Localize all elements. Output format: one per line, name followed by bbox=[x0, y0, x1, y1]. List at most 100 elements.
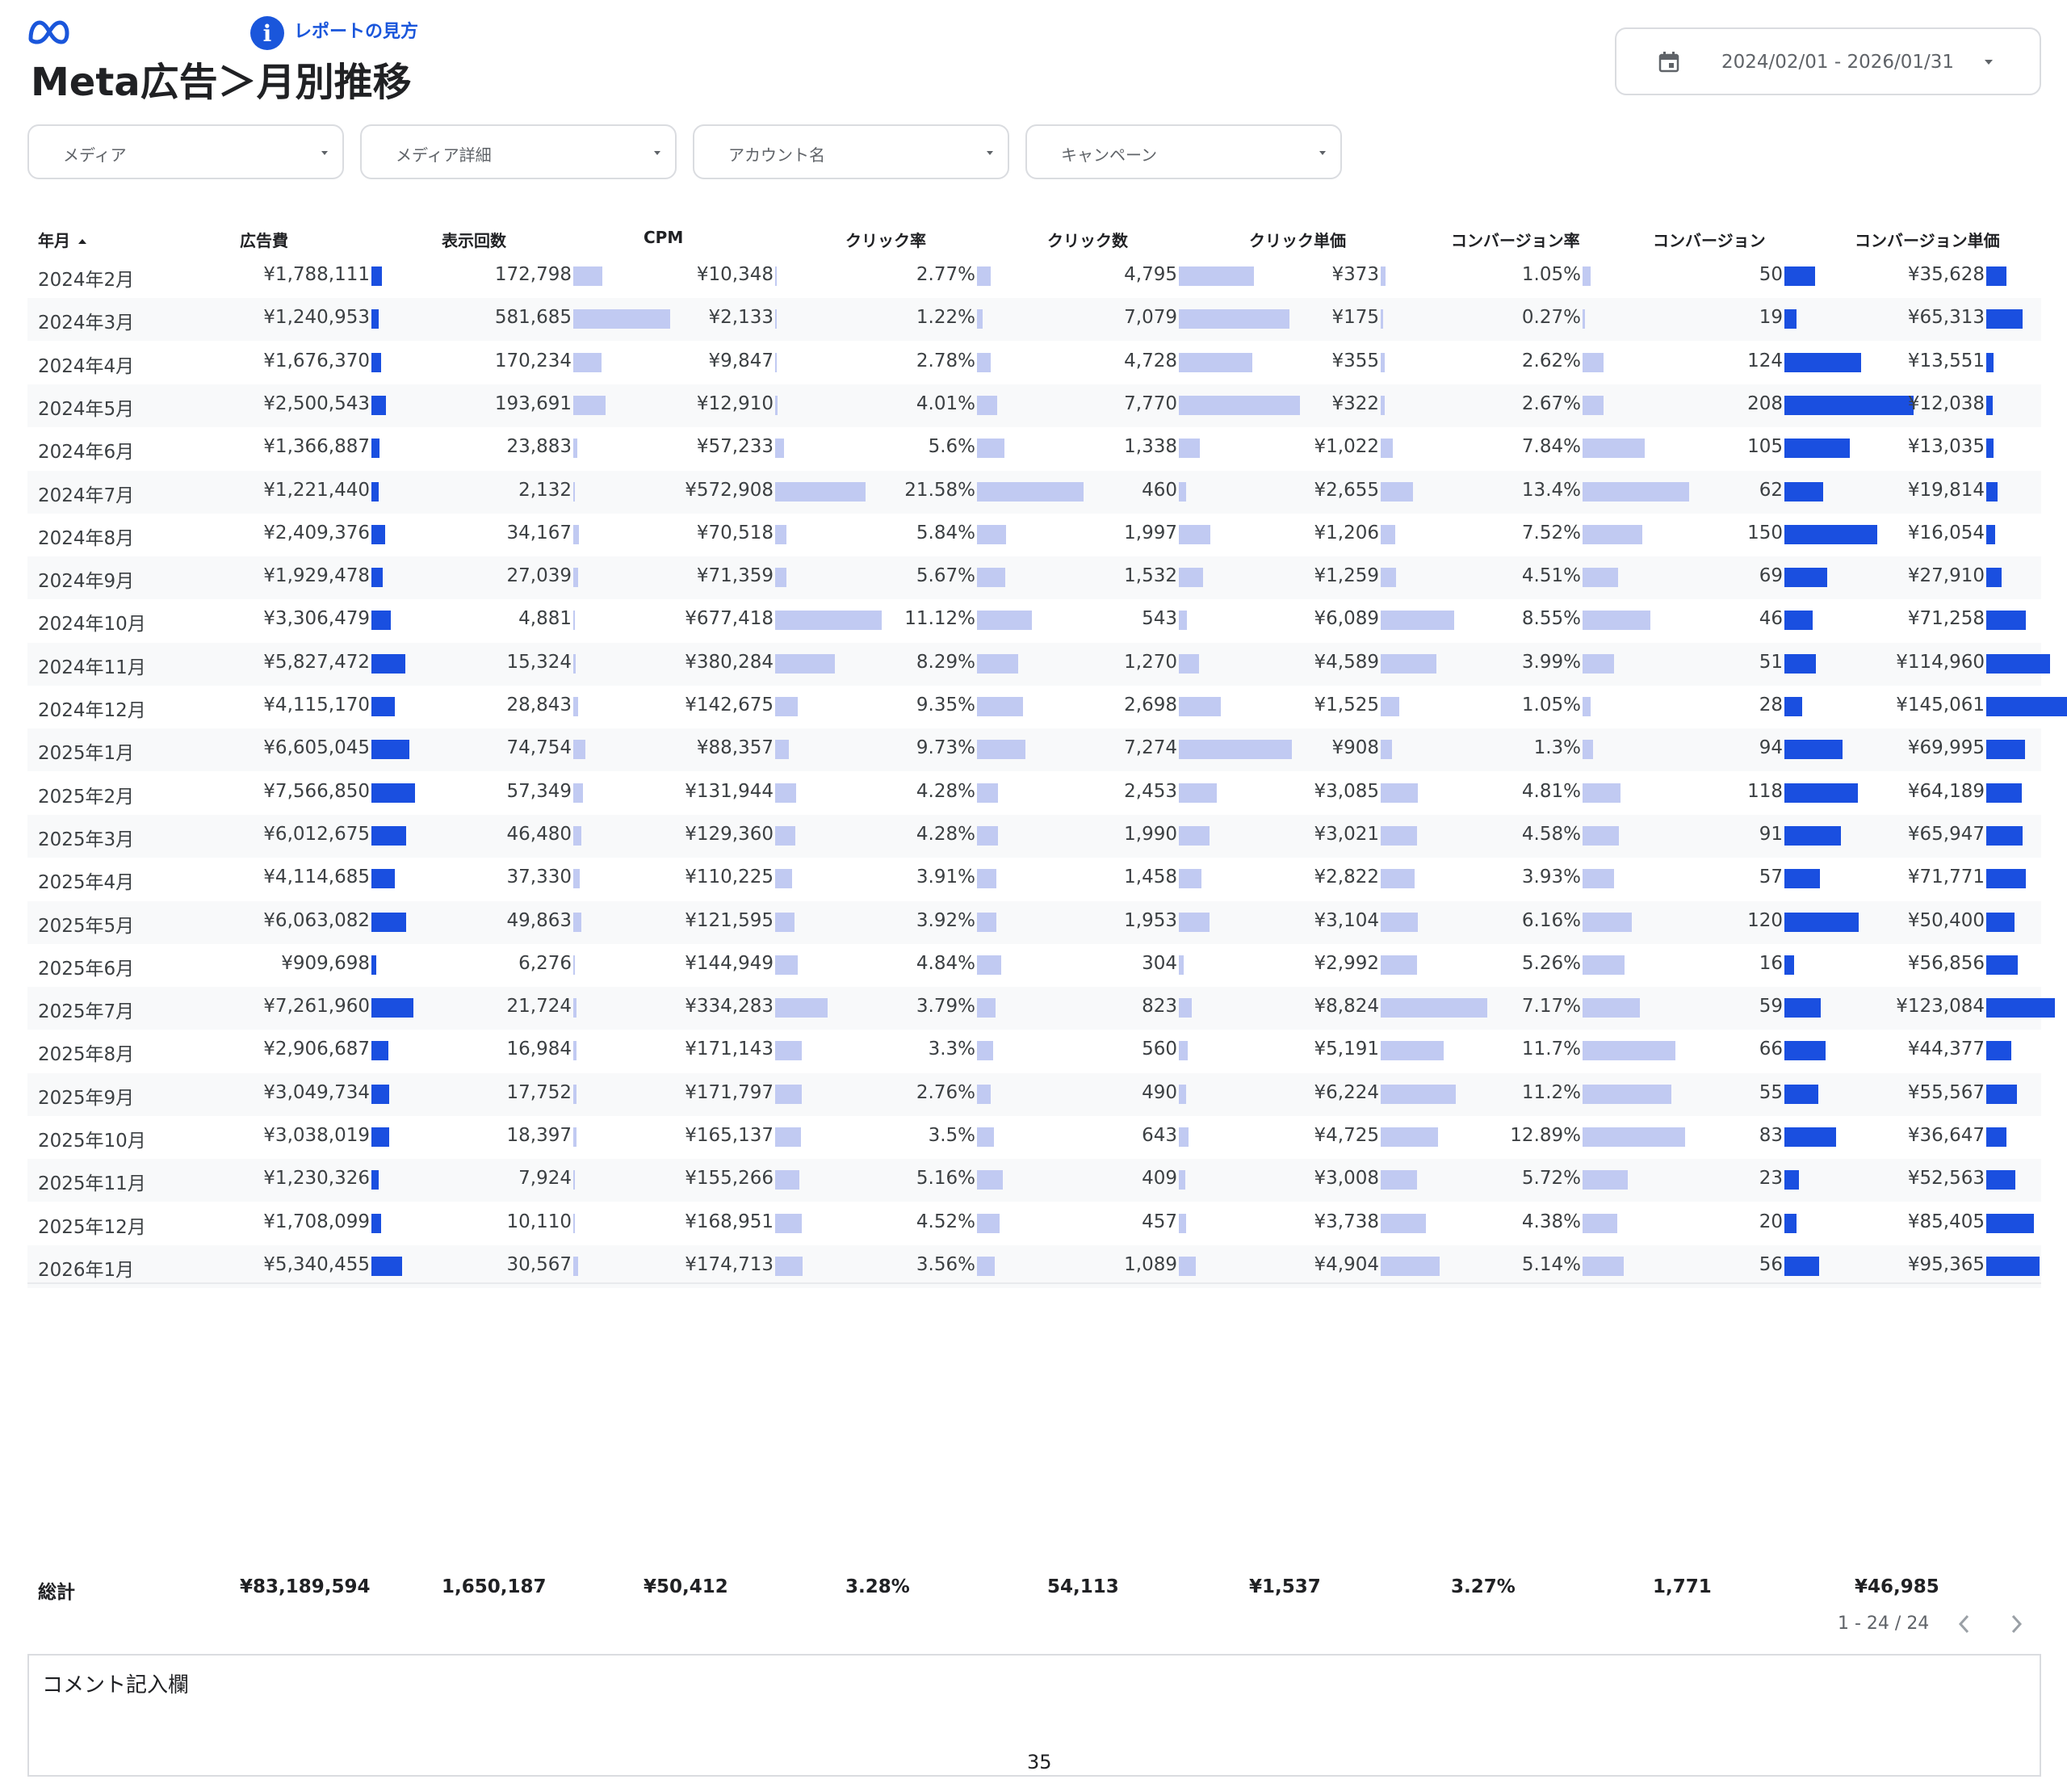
bar-cpa bbox=[1986, 869, 2026, 889]
bar-clicks bbox=[1179, 998, 1192, 1018]
filter-media[interactable]: メディア bbox=[27, 124, 344, 179]
date-range-picker[interactable]: 2024/02/01 - 2026/01/31 bbox=[1615, 27, 2041, 95]
cell-ad-cost: ¥4,114,685 bbox=[263, 867, 370, 888]
cell-conversions: 20 bbox=[1759, 1211, 1783, 1232]
bar-impressions bbox=[573, 1213, 575, 1233]
bar-cpc bbox=[1381, 1256, 1440, 1276]
cell-month: 2025年8月 bbox=[38, 1044, 135, 1066]
cell-ad-cost: ¥1,221,440 bbox=[263, 479, 370, 501]
info-icon: i bbox=[250, 16, 284, 50]
bar-cpa bbox=[1986, 697, 2067, 716]
column-header-clicks[interactable]: クリック数 bbox=[1047, 231, 1128, 250]
bar-clicks bbox=[1179, 653, 1199, 674]
bar-ad-cost bbox=[371, 611, 391, 631]
cell-cpa: ¥36,647 bbox=[1907, 1125, 1985, 1146]
bar-conversions bbox=[1784, 740, 1843, 760]
cell-cpm: ¥142,675 bbox=[685, 695, 774, 716]
cell-conversions: 62 bbox=[1759, 479, 1783, 501]
cell-cpc: ¥908 bbox=[1331, 737, 1379, 759]
column-header-conversions[interactable]: コンバージョン bbox=[1653, 231, 1766, 250]
filter-account-name[interactable]: アカウント名 bbox=[693, 124, 1009, 179]
report-guide-link[interactable]: i レポートの見方 bbox=[250, 16, 418, 50]
cell-ctr: 4.28% bbox=[916, 780, 975, 802]
bar-ctr bbox=[977, 1084, 991, 1104]
cell-conversions: 56 bbox=[1759, 1253, 1783, 1275]
cell-impressions: 34,167 bbox=[506, 522, 572, 543]
bar-ad-cost bbox=[371, 1213, 381, 1233]
cell-conversions: 50 bbox=[1759, 264, 1783, 285]
column-header-ctr[interactable]: クリック率 bbox=[845, 231, 926, 250]
cell-ctr: 4.28% bbox=[916, 823, 975, 845]
cell-impressions: 193,691 bbox=[494, 392, 572, 414]
bar-cvr bbox=[1583, 653, 1614, 674]
filter-media-detail[interactable]: メディア詳細 bbox=[360, 124, 677, 179]
comment-box[interactable]: コメント記入欄 35 bbox=[27, 1654, 2041, 1777]
cell-cpm: ¥174,713 bbox=[685, 1253, 774, 1275]
cell-clicks: 1,270 bbox=[1124, 651, 1177, 673]
bar-clicks bbox=[1179, 740, 1292, 760]
bar-ad-cost bbox=[371, 825, 406, 846]
cell-impressions: 28,843 bbox=[506, 695, 572, 716]
column-header-month[interactable]: 年月 bbox=[38, 228, 86, 251]
bar-impressions bbox=[573, 439, 577, 459]
bar-cpc bbox=[1381, 1127, 1438, 1147]
cell-impressions: 21,724 bbox=[506, 996, 572, 1018]
filter-media-detail-label: メディア詳細 bbox=[396, 145, 492, 165]
date-range-value: 2024/02/01 - 2026/01/31 bbox=[1721, 52, 1955, 73]
chevron-right-icon[interactable] bbox=[2004, 1612, 2028, 1636]
bar-cpm bbox=[775, 955, 798, 975]
cell-clicks: 2,698 bbox=[1124, 695, 1177, 716]
cell-cpc: ¥2,822 bbox=[1314, 867, 1379, 888]
page-title: Meta広告＞月別推移 bbox=[31, 60, 412, 105]
column-header-ad-cost[interactable]: 広告費 bbox=[240, 231, 288, 250]
bar-impressions bbox=[573, 395, 606, 415]
cell-cpc: ¥4,725 bbox=[1314, 1125, 1379, 1146]
bar-clicks bbox=[1179, 309, 1289, 329]
bar-clicks bbox=[1179, 568, 1203, 588]
bar-cvr bbox=[1583, 266, 1591, 286]
cell-month: 2025年12月 bbox=[38, 1216, 146, 1238]
cell-clicks: 1,532 bbox=[1124, 565, 1177, 587]
cell-ad-cost: ¥1,366,887 bbox=[263, 436, 370, 458]
report-guide-label: レポートの見方 bbox=[294, 22, 419, 42]
bar-clicks bbox=[1179, 266, 1254, 286]
cell-cpc: ¥373 bbox=[1331, 264, 1379, 285]
bar-clicks bbox=[1179, 1127, 1189, 1147]
bar-ctr bbox=[977, 611, 1032, 631]
table-row: 2026年1月 ¥5,340,455 30,567 ¥174,713 3.56% 1,08… bbox=[27, 1244, 2041, 1288]
column-header-cpm[interactable]: CPM bbox=[644, 228, 684, 247]
bar-cpm bbox=[775, 481, 866, 502]
bar-conversions bbox=[1784, 266, 1815, 286]
cell-clicks: 1,997 bbox=[1124, 522, 1177, 543]
bar-cvr bbox=[1583, 1170, 1628, 1190]
bar-cpc bbox=[1381, 869, 1415, 889]
cell-cpa: ¥13,035 bbox=[1907, 436, 1985, 458]
cell-month: 2024年9月 bbox=[38, 571, 135, 593]
cell-cpc: ¥1,525 bbox=[1314, 695, 1379, 716]
cell-clicks: 409 bbox=[1142, 1168, 1177, 1190]
cell-cpa: ¥71,771 bbox=[1907, 867, 1985, 888]
column-header-cpc[interactable]: クリック単価 bbox=[1249, 231, 1346, 250]
bar-clicks bbox=[1179, 611, 1187, 631]
sort-ascending-icon bbox=[78, 239, 86, 244]
column-header-cvr[interactable]: コンバージョン率 bbox=[1451, 231, 1580, 250]
bar-cpm bbox=[775, 1256, 803, 1276]
bar-clicks bbox=[1179, 912, 1210, 932]
cell-month: 2025年6月 bbox=[38, 958, 135, 980]
cell-ad-cost: ¥2,906,687 bbox=[263, 1039, 370, 1060]
column-header-impressions[interactable]: 表示回数 bbox=[442, 231, 506, 250]
cell-month: 2025年1月 bbox=[38, 743, 135, 765]
filter-campaign[interactable]: キャンペーン bbox=[1025, 124, 1342, 179]
bar-conversions bbox=[1784, 825, 1841, 846]
bar-conversions bbox=[1784, 1084, 1818, 1104]
chevron-left-icon[interactable] bbox=[1952, 1612, 1977, 1636]
bar-conversions bbox=[1784, 783, 1858, 803]
cell-month: 2024年5月 bbox=[38, 398, 135, 420]
bar-conversions bbox=[1784, 611, 1813, 631]
cell-impressions: 49,863 bbox=[506, 909, 572, 931]
bar-impressions bbox=[573, 611, 575, 631]
bar-cvr bbox=[1583, 740, 1593, 760]
column-header-cpa[interactable]: コンバージョン単価 bbox=[1855, 231, 2000, 250]
bar-cpa bbox=[1986, 1127, 2006, 1147]
cell-month: 2024年4月 bbox=[38, 355, 135, 377]
